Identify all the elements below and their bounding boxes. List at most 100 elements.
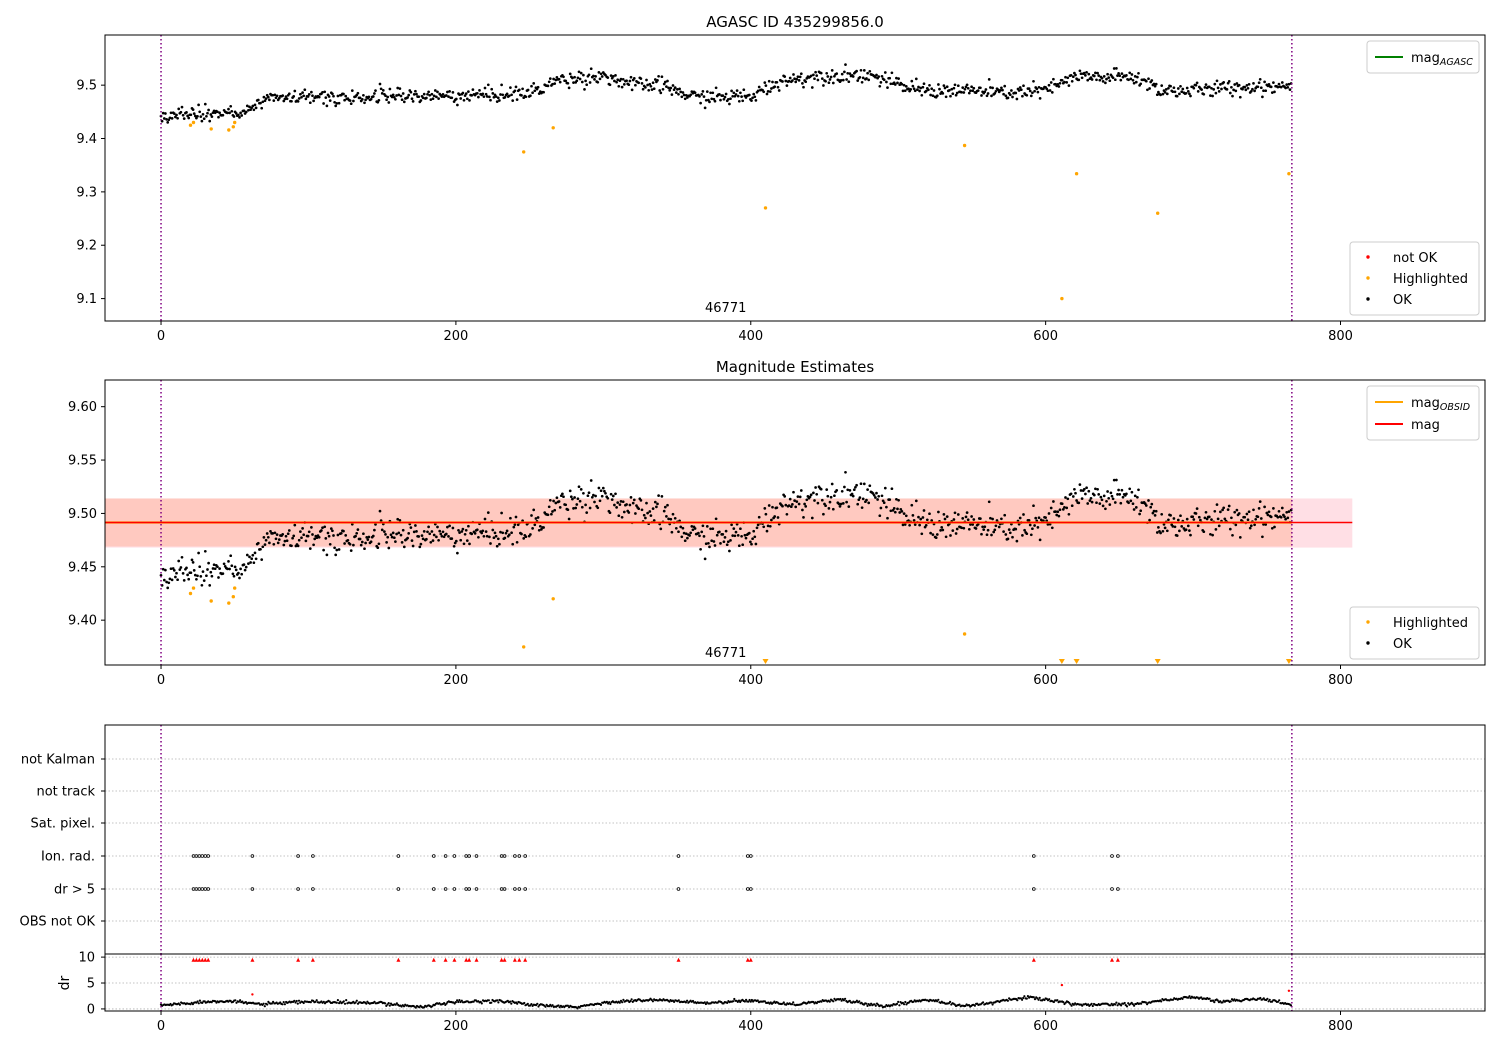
ok-point xyxy=(1033,89,1036,93)
ok-point xyxy=(751,537,754,541)
dr-point xyxy=(283,1003,286,1006)
ok-point xyxy=(697,531,700,535)
ok-point xyxy=(213,567,217,571)
ok-point xyxy=(802,85,805,89)
ok-point xyxy=(398,518,402,522)
ok-point xyxy=(1087,72,1091,76)
dr-point xyxy=(608,1001,611,1004)
flag-row-label: dr > 5 xyxy=(54,883,95,898)
ok-point xyxy=(1031,91,1034,95)
ok-point xyxy=(918,523,921,527)
ok-point xyxy=(951,92,955,96)
ok-point xyxy=(1120,72,1124,75)
ok-point xyxy=(537,92,541,95)
dr-point xyxy=(257,1002,260,1005)
y-tick-label: 9.3 xyxy=(76,185,97,200)
dr-point xyxy=(294,1001,297,1004)
ok-point xyxy=(747,93,751,97)
ok-point xyxy=(1254,517,1258,521)
ok-point xyxy=(247,108,250,112)
ok-point xyxy=(1010,89,1013,92)
ok-point xyxy=(1216,517,1220,521)
ok-point xyxy=(1104,507,1107,511)
ok-point xyxy=(662,82,666,86)
ok-point xyxy=(394,97,397,101)
ok-point xyxy=(1049,81,1053,84)
ok-point xyxy=(566,508,570,512)
ok-point xyxy=(1194,83,1198,87)
ok-point xyxy=(1107,496,1111,500)
dr-clipped-marker xyxy=(499,957,504,962)
ok-point xyxy=(1276,515,1280,519)
dr-point xyxy=(395,1002,398,1005)
highlighted-point xyxy=(522,150,526,154)
ok-point xyxy=(825,488,829,491)
ok-point xyxy=(211,567,215,570)
ok-point xyxy=(1056,510,1060,514)
ok-point xyxy=(231,572,235,576)
ok-point xyxy=(1287,510,1291,513)
ok-point xyxy=(386,535,390,539)
ok-point xyxy=(613,79,616,83)
ok-point xyxy=(1173,525,1177,529)
ok-point xyxy=(332,534,335,537)
ok-point xyxy=(1252,82,1255,85)
ok-point xyxy=(1058,508,1062,512)
ok-point xyxy=(572,507,575,510)
ok-point xyxy=(620,85,624,89)
ok-point xyxy=(719,98,722,102)
ok-point xyxy=(247,562,250,565)
ok-point xyxy=(205,574,208,578)
ok-point xyxy=(1088,499,1092,502)
ok-point xyxy=(1221,508,1224,512)
ok-point xyxy=(1258,500,1262,503)
dr-point xyxy=(281,1003,284,1006)
ok-point xyxy=(721,533,725,536)
ok-point xyxy=(228,111,231,115)
ok-point xyxy=(1179,84,1182,88)
dr-point xyxy=(355,999,358,1002)
ok-point xyxy=(592,493,595,497)
ok-point xyxy=(1117,488,1120,492)
ok-point xyxy=(974,527,978,530)
ok-point xyxy=(182,117,186,120)
ok-point xyxy=(197,551,200,555)
ok-point xyxy=(833,74,836,78)
ok-point xyxy=(767,504,771,507)
ok-point xyxy=(668,89,672,92)
ok-point xyxy=(498,542,501,546)
ok-point xyxy=(1086,78,1090,82)
ok-point xyxy=(989,86,992,89)
ok-point xyxy=(1134,80,1138,84)
ok-point xyxy=(315,536,319,540)
ok-point xyxy=(371,534,375,538)
ok-point xyxy=(1128,487,1132,491)
ok-point xyxy=(268,541,271,545)
ok-point xyxy=(868,484,872,488)
ok-point xyxy=(323,90,327,94)
ok-point xyxy=(1127,78,1130,82)
ok-point xyxy=(300,536,303,540)
ok-point xyxy=(292,534,296,538)
ok-point xyxy=(888,498,892,501)
ok-point xyxy=(883,486,887,490)
ok-point xyxy=(940,526,944,529)
y-tick-label: 9.40 xyxy=(68,614,97,629)
dr-point xyxy=(402,1005,406,1008)
ok-point xyxy=(953,511,957,515)
ok-point xyxy=(448,90,451,93)
ok-point xyxy=(358,96,362,100)
dr-point xyxy=(749,1000,752,1003)
ok-point xyxy=(1033,524,1036,527)
ok-point xyxy=(970,85,973,89)
ok-point xyxy=(566,81,570,85)
legend-point-label: OK xyxy=(1393,637,1412,652)
ok-point xyxy=(417,95,421,99)
ok-point xyxy=(733,534,737,538)
ok-point xyxy=(835,489,839,492)
ok-point xyxy=(1245,512,1249,516)
ok-point xyxy=(955,527,959,531)
ok-point xyxy=(386,95,390,99)
dr-point xyxy=(509,1000,512,1003)
ok-point xyxy=(244,110,248,114)
